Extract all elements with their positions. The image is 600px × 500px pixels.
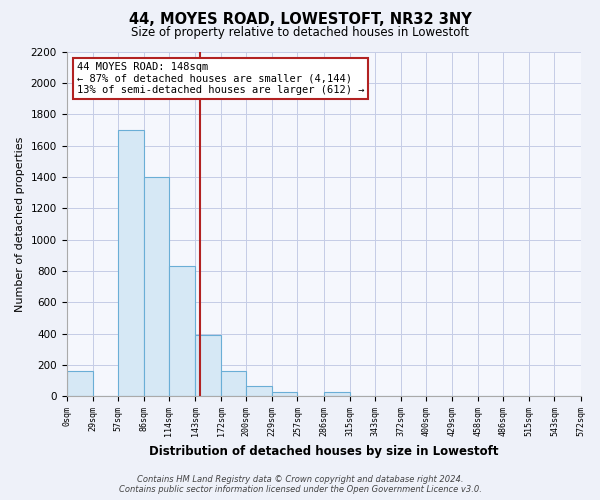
Bar (144, 177, 169, 396)
Bar (195, 336, 221, 396)
Y-axis label: Number of detached properties: Number of detached properties (15, 136, 25, 312)
Bar (118, 130, 144, 396)
X-axis label: Distribution of detached houses by size in Lowestoft: Distribution of detached houses by size … (149, 444, 498, 458)
Text: Contains HM Land Registry data © Crown copyright and database right 2024.
Contai: Contains HM Land Registry data © Crown c… (119, 474, 481, 494)
Text: 44 MOYES ROAD: 148sqm
← 87% of detached houses are smaller (4,144)
13% of semi-d: 44 MOYES ROAD: 148sqm ← 87% of detached … (77, 62, 364, 95)
Bar (67, 372, 92, 396)
Bar (323, 392, 350, 396)
Bar (272, 392, 298, 396)
Bar (246, 386, 272, 396)
Text: 44, MOYES ROAD, LOWESTOFT, NR32 3NY: 44, MOYES ROAD, LOWESTOFT, NR32 3NY (128, 12, 472, 28)
Text: Size of property relative to detached houses in Lowestoft: Size of property relative to detached ho… (131, 26, 469, 39)
Bar (169, 266, 195, 396)
Bar (221, 370, 246, 396)
